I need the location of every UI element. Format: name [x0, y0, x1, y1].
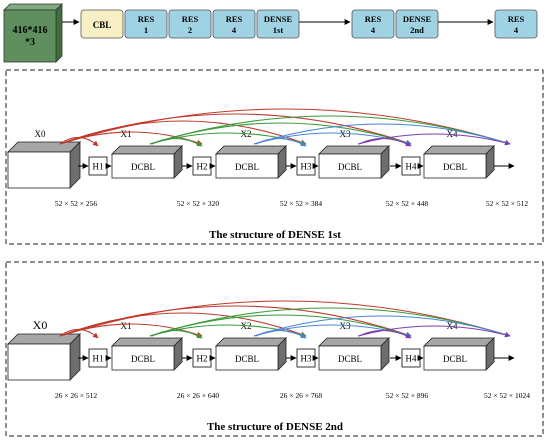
x4-label: X4 [447, 321, 458, 331]
dcbl-box-1 [111, 337, 183, 371]
pipeline-block-3 [212, 9, 256, 39]
h3-label: H3 [301, 162, 312, 172]
pipeline-block-7-l1: RES [508, 14, 525, 24]
h2-label: H2 [197, 354, 208, 364]
dim-label-4: 52 × 52 × 448 [386, 199, 428, 208]
panel-caption: The structure of DENSE 2nd [207, 421, 343, 433]
panel-frame [5, 261, 544, 437]
pipeline-block-5-l1: RES [365, 14, 382, 24]
dim-label-1: 52 × 52 × 256 [55, 199, 97, 208]
arc-2-3 [253, 123, 511, 146]
dcbl-label-1: DCBL [131, 162, 155, 172]
x1-label: X1 [121, 129, 132, 139]
input-size-line1: 416*416 [13, 25, 48, 36]
x0-label: X0 [35, 129, 46, 139]
dim-label-2: 26 × 26 × 640 [177, 391, 219, 400]
x1-label: X1 [121, 321, 132, 331]
pipeline-block-3-l2: 4 [232, 25, 237, 35]
dcbl-label-4: DCBL [443, 162, 467, 172]
dcbl-box-2 [215, 145, 287, 179]
panel-frame [5, 69, 544, 245]
arc-0-2 [59, 305, 412, 338]
dcbl-label-4: DCBL [443, 354, 467, 364]
dim-label-3: 52 × 52 × 384 [280, 199, 322, 208]
dcbl-box-4 [423, 337, 495, 371]
pipeline-block-5 [351, 9, 395, 39]
dcbl-box-1 [111, 145, 183, 179]
arc-short-2 [255, 137, 307, 147]
dcbl-box-3 [318, 145, 390, 179]
arc-short-1 [151, 137, 203, 147]
arc-short-3 [358, 137, 412, 147]
pipeline-block-7-l2: 4 [514, 25, 519, 35]
x3-label: X3 [340, 129, 351, 139]
pipeline-block-3-l1: RES [226, 14, 243, 24]
cbl-block-label: CBL [93, 20, 112, 30]
pipeline-block-1-l1: RES [138, 14, 155, 24]
pipeline-block-1-l2: 1 [144, 25, 148, 35]
pipeline-block-4-l2: 1st [273, 25, 284, 35]
arc-1-3 [149, 115, 511, 146]
pipeline-block-2-l2: 2 [188, 25, 192, 35]
x4-label: X4 [447, 129, 458, 139]
dcbl-label-2: DCBL [235, 162, 259, 172]
input-cube: 416*416 *3 [3, 3, 63, 63]
dim-label-2: 52 × 52 × 320 [177, 199, 219, 208]
h2-label: H2 [197, 162, 208, 172]
pipeline-blocks: RES 1 RES 2 RES 4 DENSE 1st RES 4 DENSE … [124, 9, 538, 39]
pipeline-block-2 [168, 9, 212, 39]
arc-short-1 [151, 329, 203, 339]
dcbl-box-3 [318, 337, 390, 371]
x0-label: X0 [33, 318, 48, 332]
h3-label: H3 [301, 354, 312, 364]
arc-0-2 [59, 113, 412, 146]
arc-1-3 [149, 307, 511, 338]
arc-3-3 [357, 325, 511, 338]
pipeline-block-4-l1: DENSE [264, 14, 293, 24]
dim-label-4: 52 × 52 × 896 [386, 391, 428, 400]
x0-box [7, 333, 81, 381]
pipeline-block-7 [494, 9, 538, 39]
panel-caption: The structure of DENSE 1st [209, 229, 341, 241]
arc-3-3 [357, 133, 511, 146]
x3-label: X3 [340, 321, 351, 331]
dim-label-5: 52 × 52 × 1024 [484, 391, 530, 400]
arc-short-3 [358, 329, 412, 339]
input-size-line2: *3 [25, 37, 35, 48]
pipeline-block-6-l1: DENSE [403, 14, 432, 24]
dcbl-box-4 [423, 145, 495, 179]
pipeline-block-1 [124, 9, 168, 39]
pipeline-header: 416*416 *3 CBL RES 1 RES 2 RES 4 DENSE 1… [3, 3, 538, 63]
h1-label: H1 [93, 354, 104, 364]
arc-0-3 [59, 300, 511, 338]
pipeline-block-4 [256, 9, 300, 39]
pipeline-block-6 [395, 9, 439, 39]
dim-label-5: 52 × 52 × 512 [486, 199, 528, 208]
dcbl-label-3: DCBL [338, 162, 362, 172]
pipeline-block-6-l2: 2nd [410, 25, 424, 35]
dim-label-1: 26 × 26 × 512 [55, 391, 97, 400]
dcbl-label-3: DCBL [338, 354, 362, 364]
arc-0-3 [59, 108, 511, 146]
h4-label: H4 [406, 354, 417, 364]
dcbl-box-2 [215, 337, 287, 371]
dim-label-3: 26 × 26 × 768 [280, 391, 322, 400]
x0-box [7, 141, 81, 189]
cbl-block [80, 9, 124, 39]
h4-label: H4 [406, 162, 417, 172]
arc-2-3 [253, 315, 511, 338]
pipeline-block-2-l1: RES [182, 14, 199, 24]
dcbl-label-2: DCBL [235, 354, 259, 364]
h1-label: H1 [93, 162, 104, 172]
pipeline-block-5-l2: 4 [371, 25, 376, 35]
dcbl-label-1: DCBL [131, 354, 155, 364]
arc-short-2 [255, 329, 307, 339]
